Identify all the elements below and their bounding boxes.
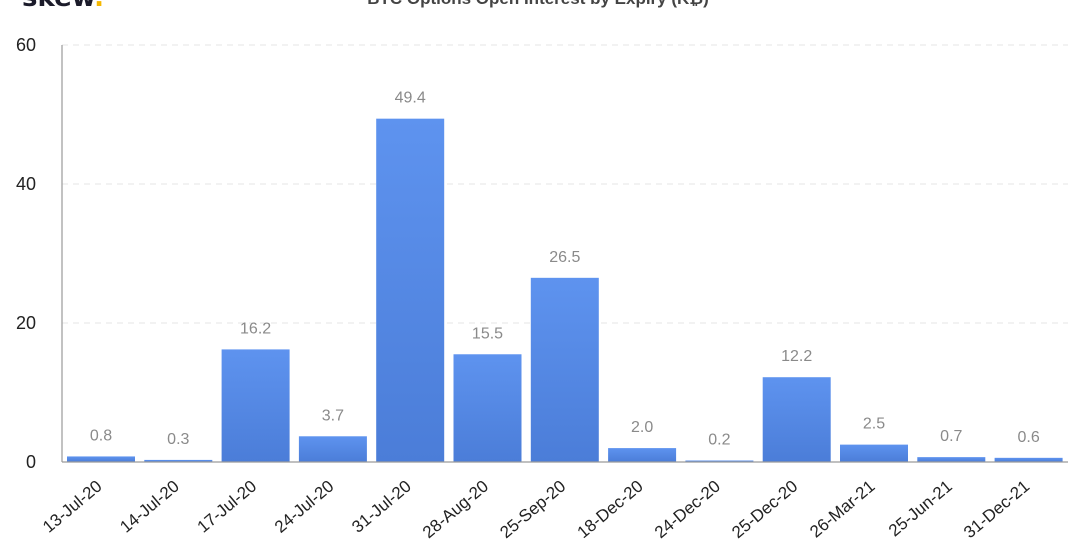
data-label: 2.0 [631,419,653,436]
x-tick-label: 31-Dec-21 [960,477,1033,543]
x-tick-label: 13-Jul-20 [39,477,106,537]
x-tick-label: 25-Sep-20 [496,477,569,543]
data-label: 15.5 [472,325,503,342]
data-label: 49.4 [395,90,426,107]
data-label: 0.8 [90,427,112,444]
bar [530,277,599,462]
x-axis-ticks: 13-Jul-20 14-Jul-20 17-Jul-20 24-Jul-20 31-J… [39,477,1033,543]
bar [685,460,754,462]
data-label: 0.7 [940,428,962,445]
x-tick-label: 17-Jul-20 [194,477,261,537]
bar [994,457,1063,462]
y-tick-label: 40 [16,174,36,194]
x-tick-label: 14-Jul-20 [116,477,183,537]
x-tick-label: 28-Aug-20 [419,477,492,543]
x-tick-label: 31-Jul-20 [348,477,415,537]
y-tick-label: 60 [16,35,36,55]
y-axis-ticks: 0 20 40 60 [16,35,36,472]
x-tick-label: 26-Mar-21 [806,477,878,542]
bar [298,436,367,462]
bar [221,349,290,462]
data-label: 0.3 [167,431,189,448]
bar [144,459,213,462]
x-tick-label: 25-Dec-20 [728,477,801,543]
data-label: 3.7 [322,407,344,424]
data-label: 0.2 [708,432,730,449]
bar [917,457,986,462]
data-label: 26.5 [549,249,580,266]
y-tick-label: 0 [26,452,36,472]
x-tick-label: 18-Dec-20 [574,477,647,543]
bar [67,456,135,462]
bars [67,118,1063,463]
bar [840,444,908,462]
x-tick-label: 24-Jul-20 [271,477,338,537]
gridlines [62,44,1068,324]
data-label: 16.2 [240,320,271,337]
bar [376,118,445,463]
x-tick-label: 24-Dec-20 [651,477,724,543]
bar [453,354,522,462]
bar [608,448,677,462]
chart-title: BTC Options Open Interest by Expiry (K₿) [367,0,709,8]
data-label: 12.2 [781,348,812,365]
x-tick-label: 25-Jun-21 [885,477,956,541]
logo-text: skew. [22,0,104,13]
y-tick-label: 20 [16,313,36,333]
skew-logo: skew. [22,0,104,13]
bar [762,377,831,462]
data-label: 2.5 [863,416,885,433]
data-label: 0.6 [1017,429,1039,446]
data-labels: 0.8 0.3 16.2 3.7 49.4 15.5 26.5 2.0 0.2 12.2 2.5 0.… [90,90,1040,449]
